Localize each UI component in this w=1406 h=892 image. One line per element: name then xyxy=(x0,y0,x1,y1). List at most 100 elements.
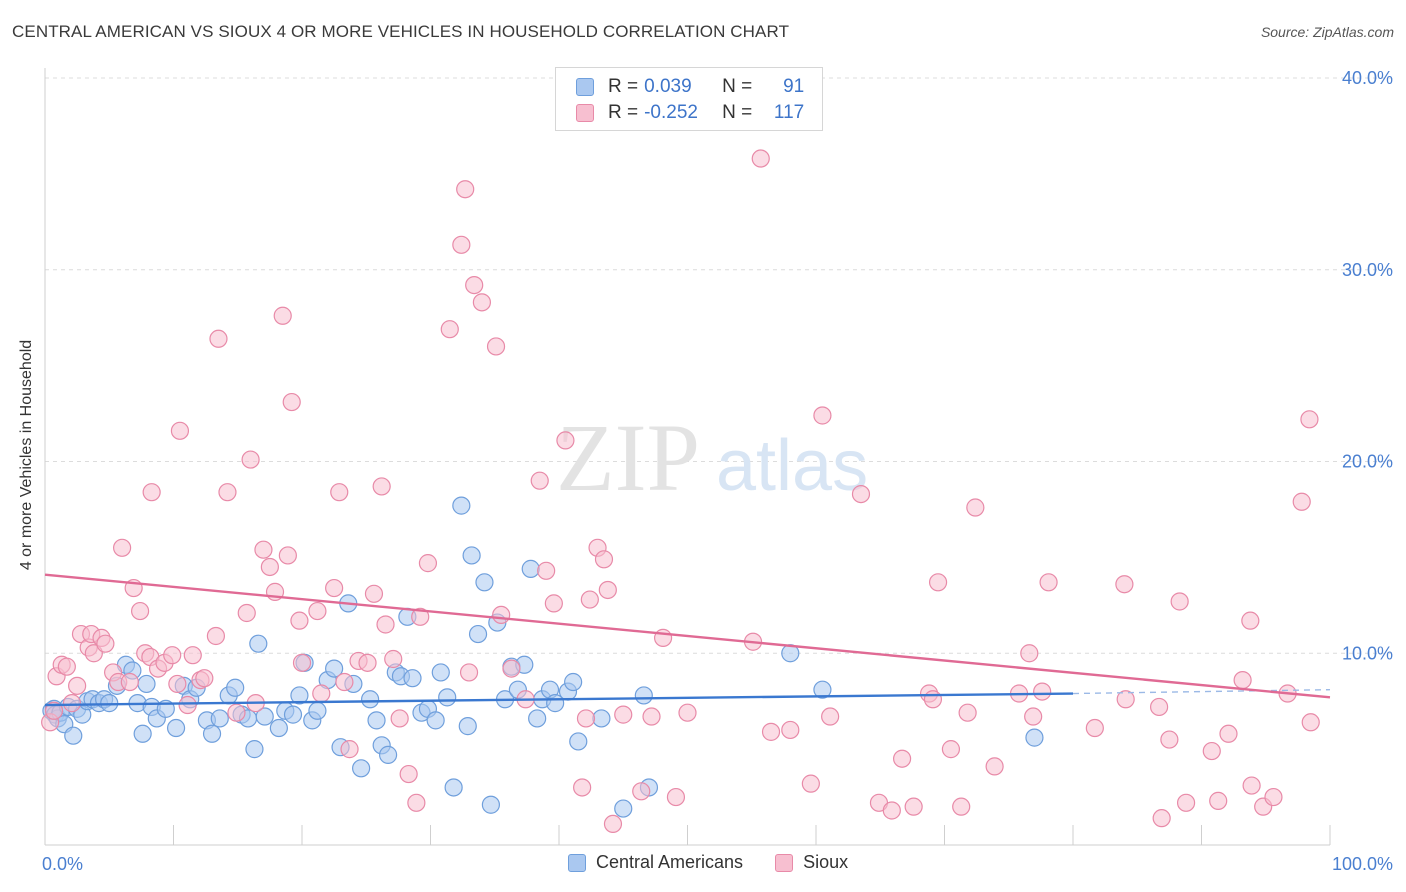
central-americans-point xyxy=(438,688,457,707)
sioux-point xyxy=(206,626,226,646)
sioux-point xyxy=(325,578,344,598)
y-tick-label: 30.0% xyxy=(1342,260,1393,280)
central-americans-point xyxy=(634,686,653,705)
sioux-point xyxy=(821,707,840,726)
y-tick-label: 10.0% xyxy=(1342,643,1393,663)
sioux-point xyxy=(1039,573,1058,592)
sioux-point xyxy=(751,149,770,168)
legend-n-value: 91 xyxy=(783,76,805,97)
sioux-point xyxy=(308,601,327,621)
central-americans-point xyxy=(452,496,471,515)
central-americans-point xyxy=(352,759,371,778)
central-americans-point xyxy=(462,546,481,565)
sioux-point xyxy=(882,801,901,820)
sioux-point xyxy=(183,646,202,665)
sioux-point xyxy=(273,306,292,325)
sioux-point xyxy=(761,722,781,741)
sioux-point xyxy=(1300,410,1319,429)
sioux-point xyxy=(452,235,471,254)
x-tick-label: 0.0% xyxy=(42,854,83,874)
central-americans-trend-line xyxy=(44,692,1074,707)
central-americans-point xyxy=(569,732,588,751)
sioux-point xyxy=(120,672,139,692)
sioux-point xyxy=(813,406,832,425)
sioux-point xyxy=(1170,592,1189,611)
sioux-point xyxy=(1085,718,1104,738)
sioux-point xyxy=(390,709,409,728)
sioux-point xyxy=(985,757,1004,776)
sioux-point xyxy=(666,787,686,807)
central-americans-point xyxy=(444,778,463,797)
legend-r-label: R = xyxy=(608,76,639,97)
series-legend-item-sioux: Sioux xyxy=(775,852,848,873)
sioux-point xyxy=(163,646,182,665)
legend-row-sioux: R = -0.252 N = 117 xyxy=(576,100,804,126)
series-swatch-blue xyxy=(568,853,586,872)
sioux-point xyxy=(1219,724,1238,743)
sioux-point xyxy=(1024,707,1043,726)
central-americans-point xyxy=(481,795,500,814)
sioux-point xyxy=(411,607,430,626)
central-americans-point xyxy=(614,799,633,818)
sioux-point xyxy=(112,538,132,557)
sioux-point xyxy=(44,701,64,720)
central-americans-point xyxy=(255,707,274,726)
sioux-point xyxy=(958,703,977,722)
data-points xyxy=(41,149,1320,834)
sioux-point xyxy=(1149,697,1169,717)
sioux-trend-line xyxy=(44,573,1331,699)
legend-n-label: N = xyxy=(722,76,753,97)
sioux-point xyxy=(632,782,651,801)
central-americans-trend-extension xyxy=(1072,688,1331,695)
sioux-point xyxy=(544,594,563,613)
sioux-point xyxy=(923,690,943,709)
grid-lines xyxy=(45,77,1392,654)
watermark-atlas: atlas xyxy=(716,426,868,506)
sioux-point xyxy=(195,669,214,688)
central-americans-point xyxy=(283,705,303,724)
sioux-point xyxy=(1115,575,1134,594)
sioux-point xyxy=(364,584,384,603)
central-americans-point xyxy=(431,663,450,682)
central-americans-point xyxy=(290,686,309,705)
central-americans-point xyxy=(137,674,156,694)
legend-r-value: 0.039 xyxy=(644,76,692,97)
sioux-point xyxy=(1292,492,1311,511)
sioux-point xyxy=(1209,791,1228,810)
central-americans-point xyxy=(521,559,540,578)
sioux-point xyxy=(502,659,521,678)
central-americans-point xyxy=(210,709,229,728)
central-americans-point xyxy=(249,634,268,653)
sioux-point xyxy=(358,653,377,672)
sioux-point xyxy=(1264,787,1283,807)
sioux-point xyxy=(57,657,76,676)
central-americans-point xyxy=(813,680,832,699)
legend-swatch-blue xyxy=(576,78,594,96)
sioux-point xyxy=(68,676,87,695)
sioux-point xyxy=(1033,682,1052,701)
sioux-point xyxy=(130,601,150,621)
sioux-point xyxy=(781,720,800,740)
sioux-point xyxy=(418,554,438,573)
series-legend: Central Americans Sioux xyxy=(568,852,880,873)
sioux-point xyxy=(952,797,971,816)
central-americans-point xyxy=(226,678,245,697)
sioux-point xyxy=(1242,776,1261,795)
sioux-point xyxy=(62,694,82,713)
central-americans-point xyxy=(308,701,327,720)
sioux-point xyxy=(598,580,617,600)
sioux-point xyxy=(1116,690,1135,709)
tick-labels: 10.0% 20.0% 30.0% 40.0% 0.0% 100.0% xyxy=(42,68,1393,874)
x-tick-label: 100.0% xyxy=(1332,854,1393,874)
sioux-point xyxy=(614,705,633,724)
sioux-point xyxy=(678,703,697,722)
sioux-point xyxy=(290,611,309,630)
sioux-point xyxy=(178,695,197,715)
sioux-point xyxy=(459,663,479,682)
sioux-point xyxy=(530,471,549,490)
correlation-legend: R = 0.039 N = 91 R = -0.252 N = 117 xyxy=(555,67,823,131)
source-attribution: Source: ZipAtlas.com xyxy=(1260,24,1394,40)
central-americans-point xyxy=(361,690,380,709)
sioux-point xyxy=(576,709,596,728)
